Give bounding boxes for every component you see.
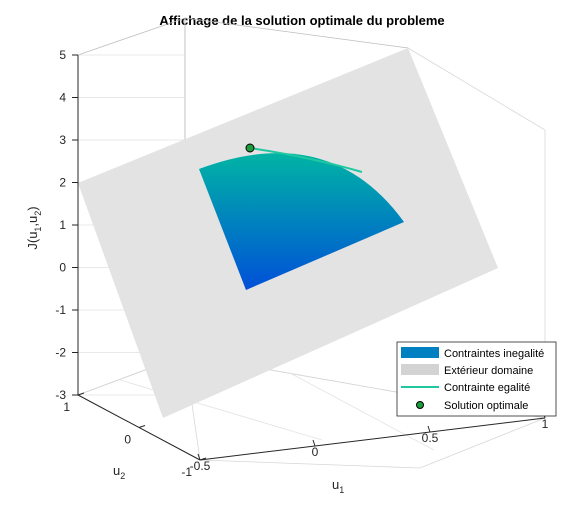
z-tick-label: 2 [59, 176, 66, 190]
z-ticks: -3 -2 -1 0 1 2 3 4 5 [55, 48, 78, 402]
legend-label-equality: Contrainte egalité [444, 382, 530, 394]
y-tick-label: -1 [181, 465, 192, 479]
legend-swatch-inequality [401, 347, 439, 358]
z-tick-label: 1 [59, 218, 66, 232]
x-axis-label: u1 [332, 477, 344, 495]
top-gridline [407, 47, 546, 131]
y-tick-label: 0 [124, 433, 131, 447]
z-tick-label: 5 [59, 48, 66, 62]
legend-label-inequality: Contraintes inegalité [444, 348, 544, 360]
legend: Contraintes inegalité Extérieur domaine … [396, 341, 557, 417]
y-ticks: -1 0 1 [63, 392, 207, 479]
z-tick-label: 0 [59, 261, 66, 275]
x-ticks: -0.5 0 0.5 1 [190, 411, 549, 473]
optimal-solution-point [245, 143, 255, 153]
z-tick-label: -1 [55, 303, 66, 317]
y-tick-mark [77, 392, 85, 396]
feasible-surface [199, 153, 404, 290]
x-axis [199, 417, 546, 461]
legend-swatch-exterior [401, 364, 439, 375]
floor-gridline [289, 372, 435, 451]
z-tick-label: -2 [55, 346, 66, 360]
legend-label-exterior: Extérieur domaine [444, 365, 533, 377]
z-tick-label: -3 [55, 388, 66, 402]
x-tick-label: 0.5 [422, 431, 439, 445]
z-tick-label: 4 [59, 91, 66, 105]
x-tick-mark [427, 425, 431, 433]
equality-constraint-line [249, 147, 363, 173]
y-tick-mark [199, 457, 207, 461]
z-axis-label: J(u1,u2) [25, 206, 43, 249]
z-tick-label: 3 [59, 133, 66, 147]
x-tick-mark [312, 439, 316, 447]
x-tick-label: -0.5 [190, 459, 211, 473]
legend-swatch-optimal [416, 401, 424, 409]
y-axis-label: u2 [113, 463, 125, 481]
y-tick-label: 1 [63, 400, 70, 414]
legend-label-optimal: Solution optimale [444, 400, 528, 412]
y-tick-mark [138, 425, 146, 428]
x-tick-label: 0 [312, 445, 319, 459]
x-tick-mark [197, 453, 201, 461]
x-tick-label: 1 [542, 417, 549, 431]
